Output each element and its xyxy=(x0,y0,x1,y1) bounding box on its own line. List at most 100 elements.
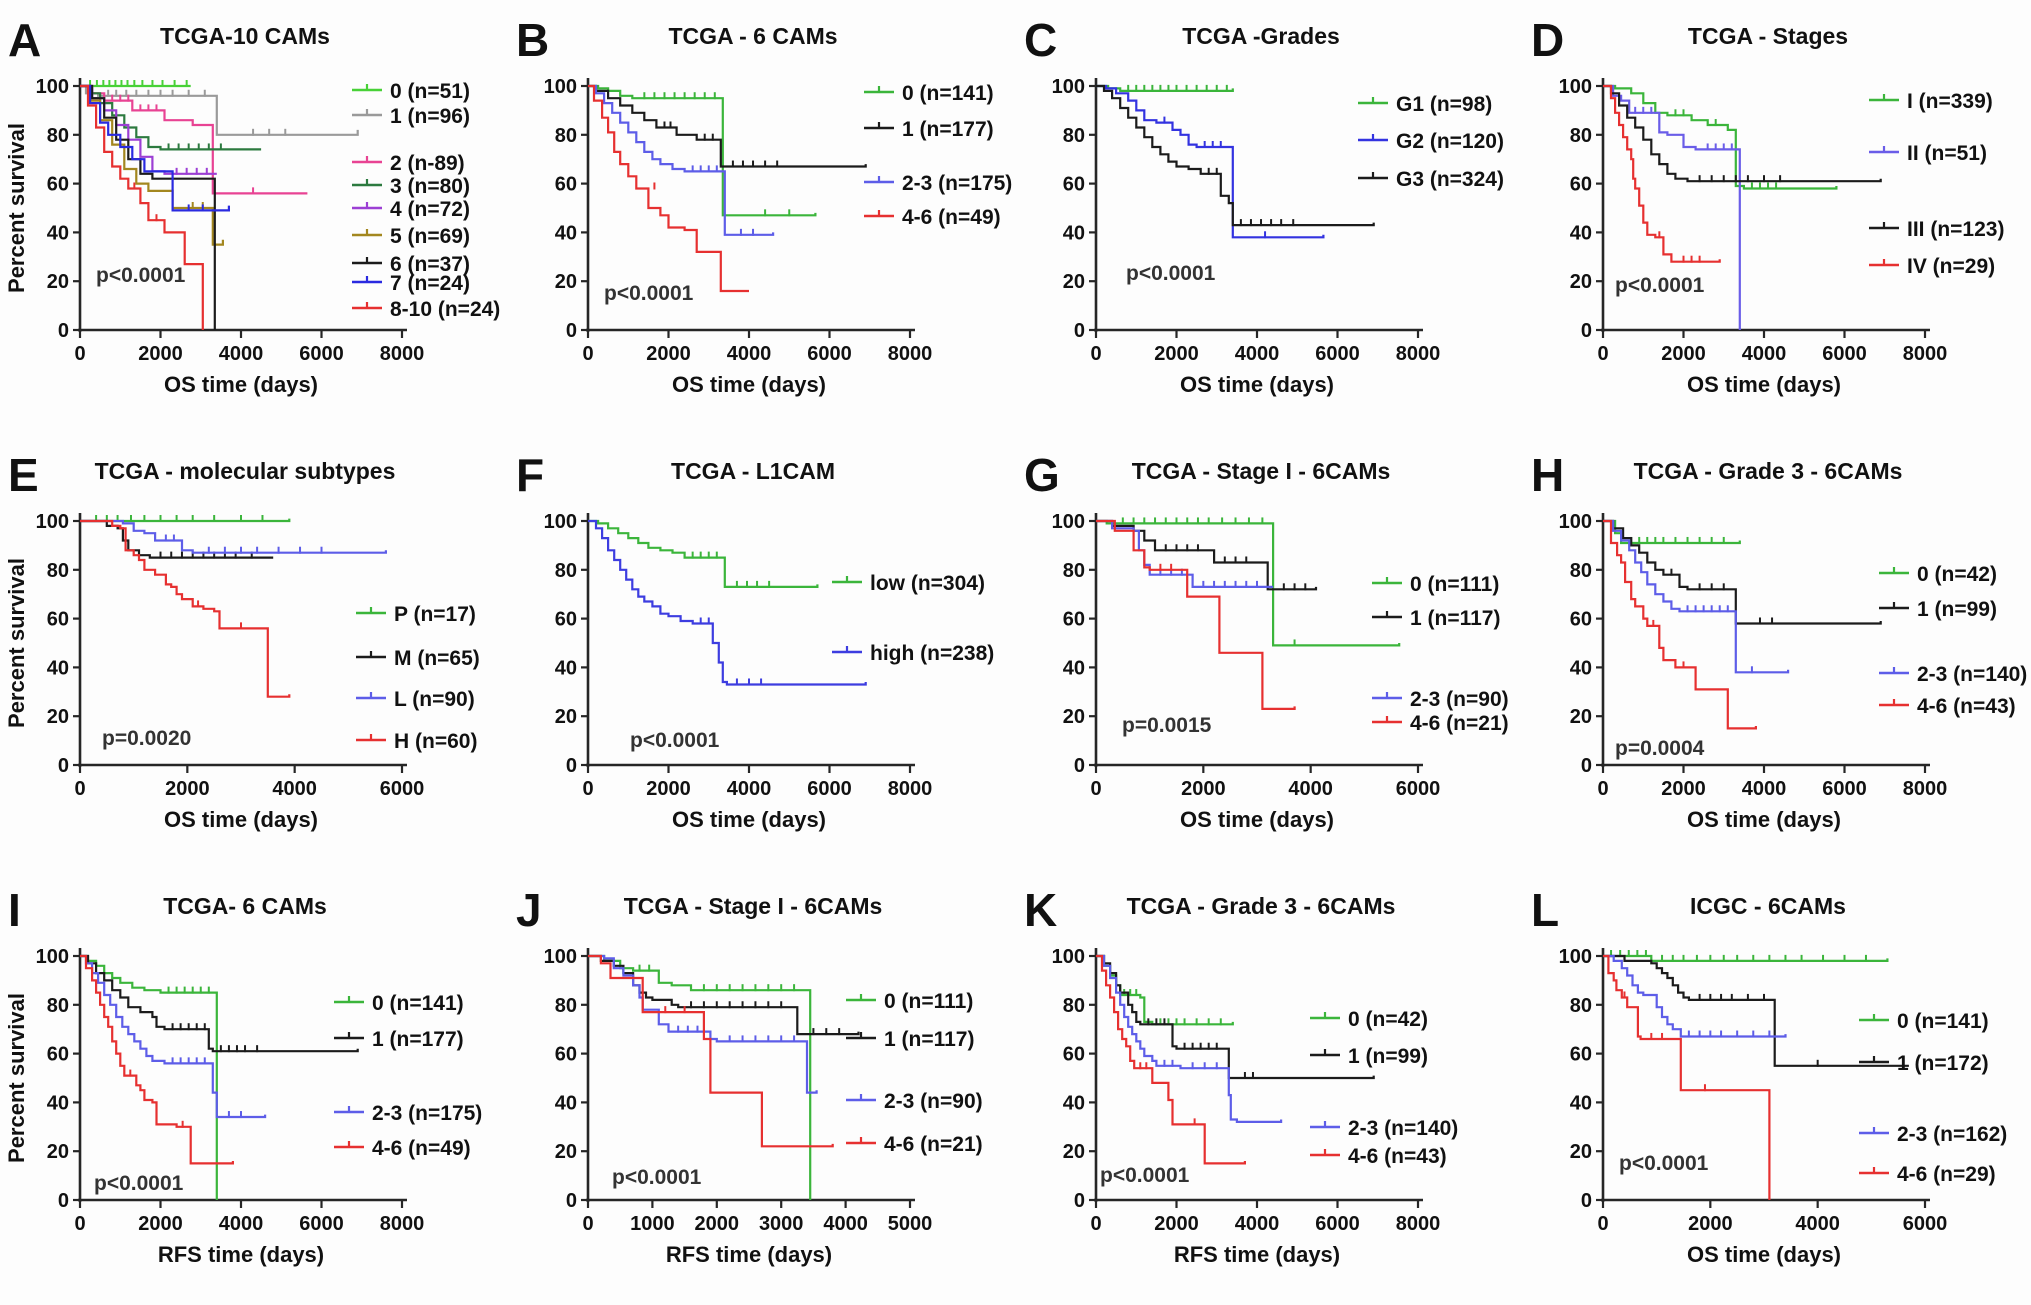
panel-title: TCGA - Grade 3 - 6CAMs xyxy=(1634,458,1903,484)
panel-title: TCGA - Grade 3 - 6CAMs xyxy=(1126,893,1395,919)
x-tick-label: 8000 xyxy=(1903,778,1948,800)
x-tick-label: 6000 xyxy=(1823,343,1868,365)
legend-label-g3-n-324: G3 (n=324) xyxy=(1396,168,1504,191)
y-tick-label: 0 xyxy=(58,755,69,777)
y-tick-label: 40 xyxy=(555,222,577,244)
panel-letter: E xyxy=(8,449,39,501)
legend-label-4-6-n-49: 4-6 (n=49) xyxy=(372,1137,471,1160)
legend-label-0-n-42: 0 (n=42) xyxy=(1348,1008,1428,1031)
legend-label-1-n-177: 1 (n=177) xyxy=(372,1028,464,1051)
x-tick-label: 2000 xyxy=(1181,778,1226,800)
y-tick-label: 20 xyxy=(1062,706,1084,728)
y-tick-label: 20 xyxy=(1062,1141,1084,1163)
x-tick-label: 4000 xyxy=(219,343,264,365)
y-tick-label: 0 xyxy=(58,1190,69,1212)
y-tick-label: 40 xyxy=(1570,657,1592,679)
y-tick-label: 20 xyxy=(1570,1141,1592,1163)
survival-curve-l-n-90 xyxy=(80,519,387,554)
x-tick-label: 1000 xyxy=(630,1213,675,1235)
y-tick-label: 0 xyxy=(566,1190,577,1212)
x-tick-label: 2000 xyxy=(1688,1213,1733,1235)
survival-curve-2-n-89 xyxy=(80,84,308,195)
y-tick-label: 0 xyxy=(1581,755,1592,777)
panel-a: A TCGA-10 CAMs 0 20 40 60 80 100 0 2000 4000 6000 80… xyxy=(0,0,507,435)
y-tick-label: 40 xyxy=(1062,222,1084,244)
panel-letter: A xyxy=(8,14,41,66)
y-tick-label: 100 xyxy=(543,511,576,533)
x-tick-label: 0 xyxy=(74,778,85,800)
survival-curve-0-n-141 xyxy=(80,954,218,1200)
legend-label-7-n-24: 7 (n=24) xyxy=(390,272,470,295)
x-tick-label: 2000 xyxy=(646,778,691,800)
legend-label-1-n-177: 1 (n=177) xyxy=(902,118,994,141)
x-tick-label: 4000 xyxy=(1288,778,1333,800)
x-axis-title: RFS time (days) xyxy=(666,1242,832,1267)
x-tick-label: 6000 xyxy=(1395,778,1440,800)
survival-curve-2-3-n-175 xyxy=(587,84,774,236)
survival-curve-4-6-n-29 xyxy=(1603,954,1771,1200)
x-axis-title: OS time (days) xyxy=(672,807,826,832)
legend-label-iv-n-29: IV (n=29) xyxy=(1907,255,1995,278)
y-tick-label: 80 xyxy=(1570,995,1592,1017)
legend-label-4-6-n-21: 4-6 (n=21) xyxy=(884,1133,983,1156)
legend-label-1-n-172: 1 (n=172) xyxy=(1897,1052,1989,1075)
legend-label-low-n-304: low (n=304) xyxy=(870,572,985,595)
y-tick-label: 80 xyxy=(1570,125,1592,147)
p-value-label: p=0.0020 xyxy=(102,727,191,750)
y-tick-label: 40 xyxy=(1570,222,1592,244)
legend-label-m-n-65: M (n=65) xyxy=(394,647,480,670)
y-tick-label: 100 xyxy=(1559,511,1592,533)
x-axis-title: RFS time (days) xyxy=(158,1242,324,1267)
y-tick-label: 80 xyxy=(1062,125,1084,147)
p-value-label: p<0.0001 xyxy=(630,729,720,752)
y-tick-label: 0 xyxy=(566,320,577,342)
x-axis-title: OS time (days) xyxy=(164,807,318,832)
x-tick-label: 2000 xyxy=(138,343,183,365)
y-tick-label: 60 xyxy=(555,174,577,196)
x-axis-title: OS time (days) xyxy=(672,372,826,397)
survival-curve-3-n-80 xyxy=(80,84,262,151)
panel-letter: J xyxy=(516,884,542,936)
y-tick-label: 60 xyxy=(1570,609,1592,631)
p-value-label: p<0.0001 xyxy=(94,1172,184,1195)
x-tick-label: 4000 xyxy=(272,778,317,800)
legend-label-0-n-141: 0 (n=141) xyxy=(902,82,994,105)
panel-h: H TCGA - Grade 3 - 6CAMs 0 20 40 60 80 100 0 2000… xyxy=(1523,435,2030,870)
y-tick-label: 80 xyxy=(555,995,577,1017)
y-tick-label: 60 xyxy=(47,174,69,196)
y-tick-label: 100 xyxy=(1051,946,1084,968)
p-value-label: p=0.0004 xyxy=(1615,737,1705,760)
legend-label-8-10-n-24: 8-10 (n=24) xyxy=(390,298,500,321)
legend-label-5-n-69: 5 (n=69) xyxy=(390,225,470,248)
y-tick-label: 80 xyxy=(555,560,577,582)
survival-curve-g3-n-324 xyxy=(1095,84,1375,227)
legend-label-2-3-n-90: 2-3 (n=90) xyxy=(884,1090,983,1113)
y-tick-label: 20 xyxy=(47,271,69,293)
y-tick-label: 40 xyxy=(1062,1092,1084,1114)
survival-curve-iv-n-29 xyxy=(1603,84,1722,263)
legend-label-1-n-96: 1 (n=96) xyxy=(390,105,470,128)
panel-g: G TCGA - Stage I - 6CAMs 0 20 40 60 80 100 0 2000… xyxy=(1016,435,1523,870)
y-tick-label: 100 xyxy=(1559,76,1592,98)
y-tick-label: 80 xyxy=(1062,995,1084,1017)
x-tick-label: 8000 xyxy=(1395,1213,1440,1235)
x-tick-label: 0 xyxy=(582,778,593,800)
survival-curve-i-n-339 xyxy=(1603,84,1838,190)
x-tick-label: 4000 xyxy=(1742,778,1787,800)
x-tick-label: 0 xyxy=(1090,778,1101,800)
km-plot-l: L ICGC - 6CAMs 0 20 40 60 80 100 0 2000 4000 6000 OS… xyxy=(1531,884,2007,1267)
x-tick-label: 2000 xyxy=(1662,343,1707,365)
panel-title: TCGA-10 CAMs xyxy=(160,23,330,49)
survival-curve-0-n-111 xyxy=(587,954,812,1200)
panel-k: K TCGA - Grade 3 - 6CAMs 0 20 40 60 80 100 0 2000… xyxy=(1016,870,1523,1305)
x-tick-label: 3000 xyxy=(759,1213,804,1235)
legend-label-g1-n-98: G1 (n=98) xyxy=(1396,93,1492,116)
x-tick-label: 2000 xyxy=(694,1213,739,1235)
legend-label-0-n-141: 0 (n=141) xyxy=(1897,1010,1989,1033)
legend-label-i-n-339: I (n=339) xyxy=(1907,90,1993,113)
panel-title: TCGA -Grades xyxy=(1182,23,1340,49)
panel-b: B TCGA - 6 CAMs 0 20 40 60 80 100 0 2000 4000 6000 8… xyxy=(508,0,1015,435)
panel-letter: I xyxy=(8,884,21,936)
survival-curve-4-6-n-43 xyxy=(1095,954,1246,1165)
